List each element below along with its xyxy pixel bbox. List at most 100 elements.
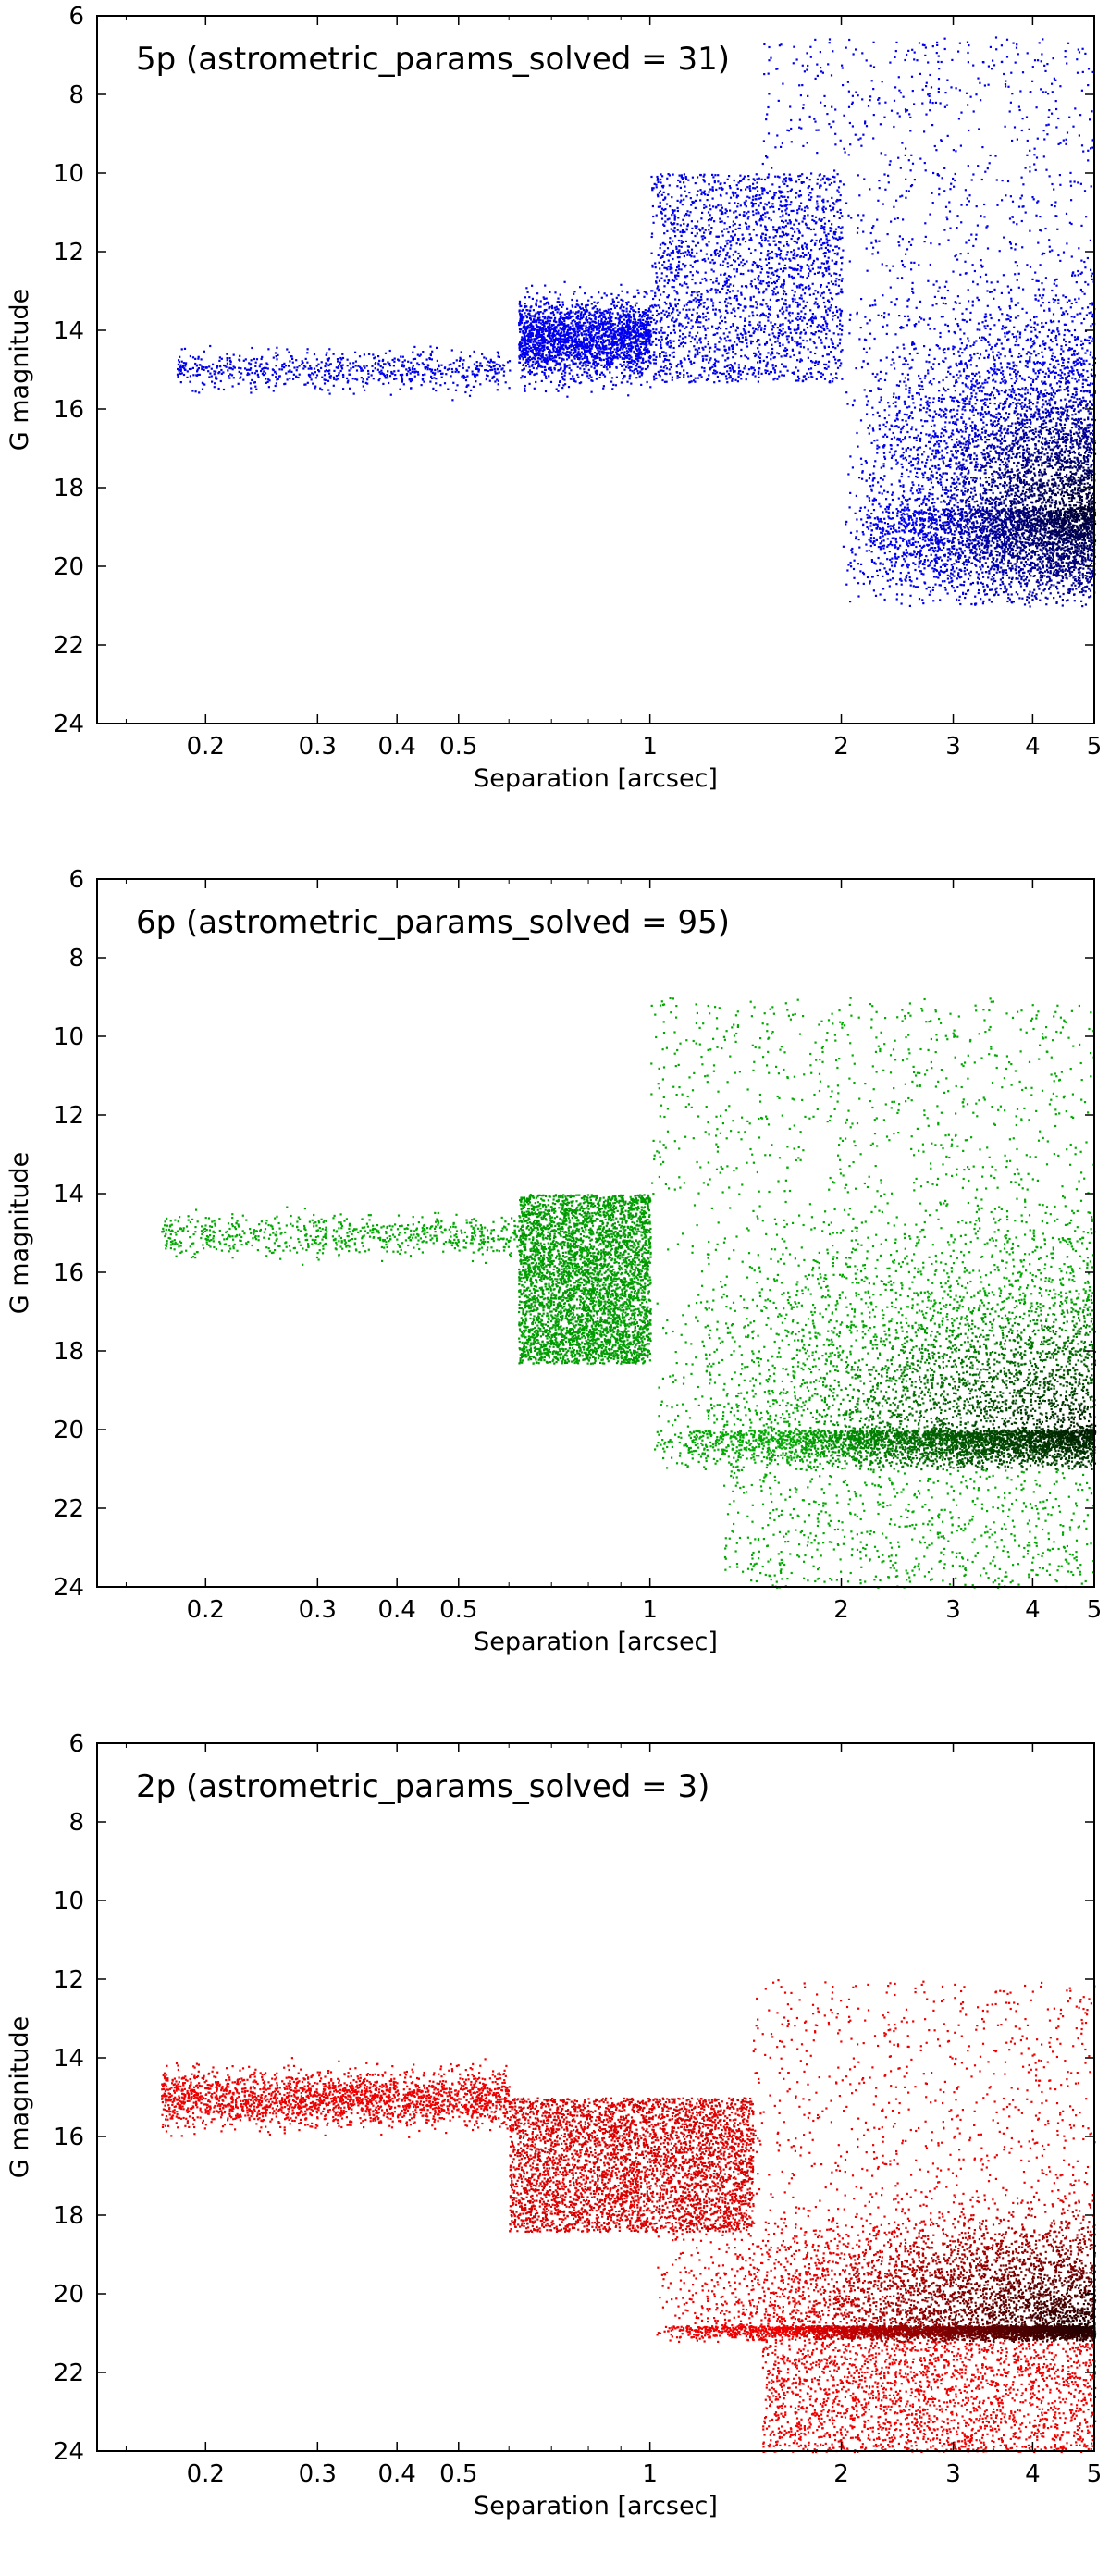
- scatter-point: [278, 378, 279, 380]
- scatter-point: [562, 304, 564, 306]
- scatter-point: [642, 319, 644, 321]
- scatter-point: [630, 305, 632, 307]
- scatter-point: [628, 367, 630, 369]
- scatter-point: [778, 276, 780, 278]
- scatter-point: [733, 268, 734, 270]
- scatter-point: [586, 372, 587, 374]
- scatter-point: [385, 377, 387, 378]
- scatter-point: [746, 223, 747, 225]
- scatter-point: [684, 317, 686, 319]
- scatter-point: [790, 251, 792, 253]
- scatter-point: [435, 378, 437, 379]
- scatter-point: [414, 376, 416, 378]
- scatter-point: [783, 196, 785, 198]
- scatter-point: [638, 333, 640, 335]
- scatter-point: [697, 294, 698, 296]
- scatter-point: [552, 312, 554, 314]
- scatter-point: [584, 292, 586, 294]
- scatter-point: [402, 361, 404, 363]
- scatter-point: [524, 336, 526, 338]
- scatter-point: [543, 345, 545, 347]
- scatter-point: [703, 204, 705, 205]
- scatter-point: [693, 255, 695, 257]
- scatter-point: [576, 300, 578, 302]
- scatter-point: [564, 364, 566, 365]
- scatter-point: [596, 311, 598, 313]
- scatter-point: [498, 364, 500, 365]
- scatter-point: [383, 374, 385, 376]
- scatter-point: [598, 324, 599, 326]
- scatter-point: [530, 306, 532, 308]
- scatter-point: [648, 330, 650, 332]
- scatter-point: [487, 370, 489, 372]
- scatter-point: [476, 361, 478, 363]
- scatter-point: [533, 318, 535, 320]
- scatter-point: [486, 378, 487, 380]
- scatter-point: [623, 369, 625, 371]
- scatter-point: [524, 352, 525, 353]
- scatter-point: [778, 376, 780, 378]
- scatter-point: [342, 388, 344, 390]
- scatter-point: [753, 367, 755, 369]
- scatter-point: [759, 258, 761, 260]
- scatter-point: [599, 374, 601, 376]
- scatter-point: [204, 351, 205, 353]
- scatter-point: [541, 328, 543, 330]
- scatter-point: [757, 277, 758, 279]
- scatter-point: [534, 388, 536, 390]
- scatter-point: [253, 358, 255, 360]
- scatter-point: [375, 367, 376, 369]
- scatter-point: [202, 389, 204, 390]
- scatter-point: [535, 341, 536, 342]
- scatter-point: [646, 318, 648, 320]
- scatter-point: [475, 380, 476, 382]
- scatter-point: [266, 364, 268, 365]
- scatter-point: [597, 310, 598, 312]
- scatter-point: [717, 361, 719, 363]
- scatter-point: [189, 381, 191, 383]
- scatter-point: [527, 341, 529, 342]
- scatter-point: [492, 361, 494, 363]
- scatter-point: [602, 374, 604, 376]
- scatter-point: [588, 346, 590, 348]
- scatter-point: [594, 365, 596, 367]
- scatter-point: [679, 175, 681, 177]
- scatter-point: [632, 321, 634, 323]
- scatter-point: [394, 358, 396, 360]
- scatter-point: [382, 359, 384, 361]
- scatter-point: [522, 340, 524, 341]
- scatter-point: [585, 328, 586, 329]
- scatter-point: [604, 349, 606, 351]
- scatter-point: [612, 351, 614, 353]
- scatter-point: [837, 211, 839, 213]
- scatter-point: [576, 303, 578, 305]
- scatter-point: [705, 279, 707, 281]
- scatter-point: [550, 312, 552, 314]
- scatter-point: [535, 361, 536, 363]
- scatter-point: [387, 375, 388, 377]
- scatter-point: [611, 363, 613, 365]
- scatter-point: [537, 342, 539, 344]
- scatter-point: [402, 356, 404, 358]
- scatter-point: [565, 325, 567, 327]
- scatter-point: [764, 325, 766, 327]
- scatter-point: [558, 308, 560, 310]
- scatter-point: [401, 374, 403, 376]
- scatter-point: [660, 244, 661, 246]
- scatter-point: [555, 327, 557, 328]
- scatter-point: [585, 310, 586, 312]
- scatter-point: [595, 322, 597, 324]
- scatter-point: [204, 369, 205, 371]
- scatter-point: [591, 315, 593, 316]
- scatter-point: [371, 365, 373, 367]
- scatter-point: [755, 212, 757, 214]
- scatter-point: [183, 362, 185, 364]
- scatter-point: [584, 350, 586, 352]
- scatter-point: [228, 375, 229, 377]
- scatter-point: [558, 330, 560, 332]
- scatter-point: [649, 355, 651, 357]
- scatter-point: [637, 345, 639, 347]
- scatter-point: [624, 335, 626, 337]
- scatter-point: [693, 291, 695, 293]
- scatter-point: [618, 322, 620, 324]
